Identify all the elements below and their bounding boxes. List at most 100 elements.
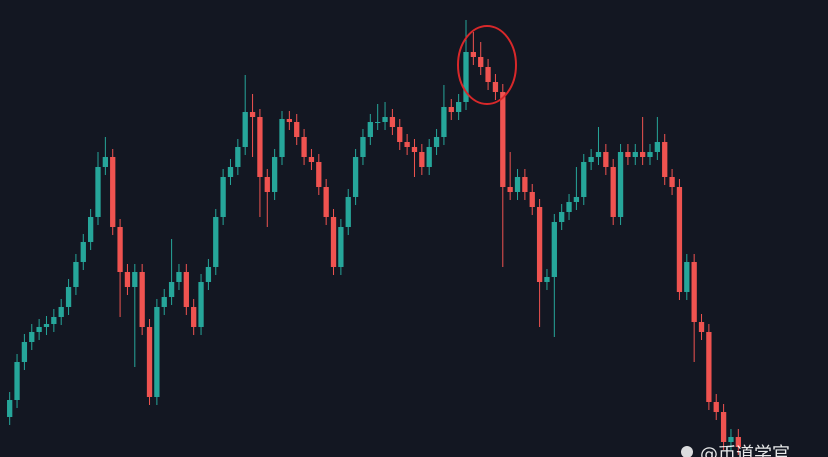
candle-body — [448, 107, 454, 112]
candle-body — [198, 282, 204, 327]
candle-body — [566, 202, 572, 212]
candle-body — [507, 187, 513, 192]
candle-body — [544, 277, 550, 282]
candle-body — [294, 122, 300, 137]
candle-body — [720, 412, 727, 442]
candle-body — [110, 157, 116, 227]
candle-body — [87, 217, 94, 242]
candle-body — [463, 52, 469, 102]
candle-body — [404, 142, 410, 147]
candle-body — [433, 137, 440, 147]
candle-body — [249, 112, 256, 117]
candle-body — [235, 147, 241, 167]
candle-body — [617, 152, 624, 217]
candle-body — [397, 127, 403, 142]
candle-body — [735, 437, 741, 447]
candle-body — [632, 152, 638, 157]
candle-body — [684, 262, 690, 292]
candle-body — [698, 322, 705, 332]
candle-body — [367, 122, 373, 137]
candle-body — [492, 82, 499, 92]
candle-body — [330, 217, 337, 267]
candle-body — [65, 287, 72, 307]
candle-body — [279, 119, 285, 157]
candle-body — [662, 142, 668, 177]
candle-body — [441, 107, 447, 137]
candle-body — [117, 227, 123, 272]
candle-body — [286, 119, 293, 122]
candle-body — [80, 242, 86, 262]
candle-body — [7, 400, 13, 417]
candle-body — [176, 272, 182, 282]
candle-body — [581, 162, 587, 197]
candle-body — [360, 137, 366, 157]
candle-body — [95, 167, 101, 217]
candle-body — [559, 212, 565, 222]
candle-body — [470, 52, 477, 57]
candle-body — [382, 117, 388, 122]
candle-body — [654, 142, 661, 152]
candle-body — [43, 324, 50, 327]
candle-body — [728, 437, 734, 442]
candle-body — [124, 272, 131, 287]
candle-body — [36, 327, 42, 332]
candle-body — [58, 307, 64, 317]
candle-body — [213, 217, 219, 267]
candle-body — [676, 187, 683, 292]
candle-body — [338, 227, 344, 267]
candle-body — [51, 317, 57, 324]
candles — [7, 20, 741, 455]
candle-body — [389, 117, 396, 127]
candle-body — [419, 152, 425, 167]
candle-body — [713, 402, 719, 412]
candle-body — [191, 307, 197, 327]
candle-body — [323, 187, 329, 217]
candle-body — [257, 117, 263, 177]
candle-body — [669, 177, 675, 187]
candle-body — [345, 197, 351, 227]
candle-body — [220, 177, 226, 217]
candle-body — [706, 332, 712, 402]
candle-body — [573, 197, 580, 202]
candle-body — [205, 267, 212, 282]
highlight-circle — [457, 25, 517, 105]
candle-body — [610, 167, 616, 217]
candle-body — [183, 272, 189, 307]
candle-body — [536, 207, 543, 282]
candle-body — [308, 157, 315, 162]
candle-body — [154, 307, 160, 397]
candle-body — [500, 92, 506, 187]
candle-body — [14, 362, 20, 400]
candle-body — [455, 102, 462, 112]
candle-body — [588, 157, 594, 162]
candle-body — [102, 157, 109, 167]
candle-body — [485, 67, 491, 82]
candle-body — [242, 112, 248, 147]
candle-body — [264, 177, 270, 192]
candle-body — [168, 282, 175, 297]
candle-body — [73, 262, 79, 287]
candle-body — [625, 152, 631, 157]
candle-body — [375, 122, 381, 123]
candle-body — [514, 177, 521, 192]
candle-body — [316, 162, 322, 187]
candle-body — [522, 177, 528, 192]
watermark: @币道学官 — [700, 444, 790, 457]
candle-body — [301, 137, 307, 157]
candle-body — [161, 297, 167, 307]
candle-body — [139, 272, 145, 327]
candle-body — [595, 152, 602, 157]
candle-body — [271, 157, 278, 192]
candle-body — [478, 57, 484, 67]
candle-body — [21, 342, 28, 362]
candle-body — [29, 332, 35, 342]
candle-body — [146, 327, 153, 397]
candle-body — [352, 157, 359, 197]
candle-body — [691, 262, 697, 322]
candle-body — [132, 272, 138, 287]
candle-body — [639, 152, 646, 157]
candle-body — [529, 192, 535, 207]
candle-body — [551, 222, 557, 277]
